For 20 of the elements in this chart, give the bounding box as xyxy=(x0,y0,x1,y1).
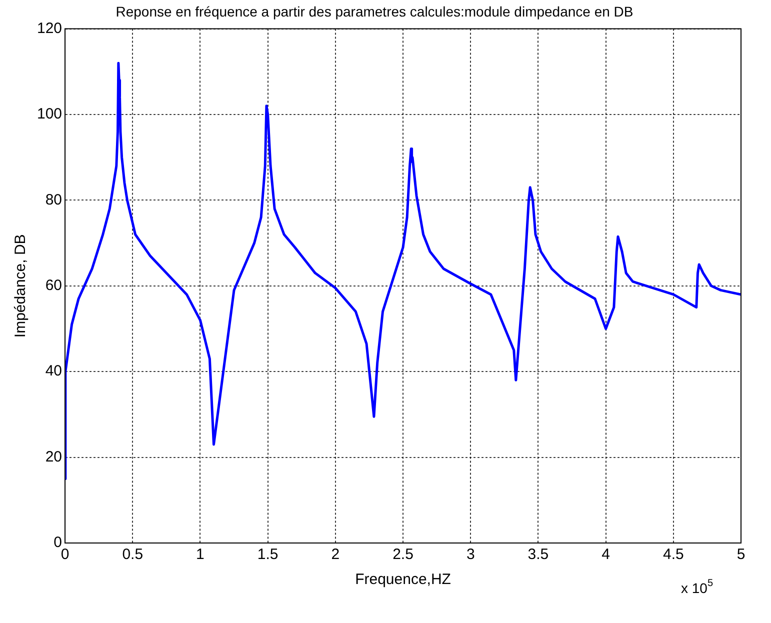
y-tick-label: 0 xyxy=(54,534,62,552)
x-tick-label: 5 xyxy=(736,546,746,564)
x-tick-label: 1.5 xyxy=(257,546,278,564)
x-axis-title: Frequence,HZ xyxy=(355,571,451,588)
y-tick-label: 60 xyxy=(45,277,62,294)
x-tick-label: 0.5 xyxy=(122,546,144,564)
y-tick-label: 120 xyxy=(36,20,62,37)
x-tick-label: 3.5 xyxy=(528,546,549,564)
y-tick-label: 100 xyxy=(36,106,62,123)
y-tick-label: 40 xyxy=(45,362,62,380)
x-tick-label: 3 xyxy=(466,546,475,564)
x-tick-label: 4 xyxy=(602,546,610,564)
chart-title: Reponse en fréquence a partir des parametres calcules:module dimpedance en DB xyxy=(116,3,634,20)
y-axis-title: Impédance, DB xyxy=(12,234,30,338)
y-tick-label: 20 xyxy=(45,448,62,466)
x-tick-label: 2 xyxy=(331,546,340,564)
x-tick-label: 1 xyxy=(196,546,204,564)
x-tick-label: 4.5 xyxy=(662,546,684,564)
x-tick-label: 2.5 xyxy=(392,546,414,564)
y-tick-label: 80 xyxy=(45,191,62,208)
